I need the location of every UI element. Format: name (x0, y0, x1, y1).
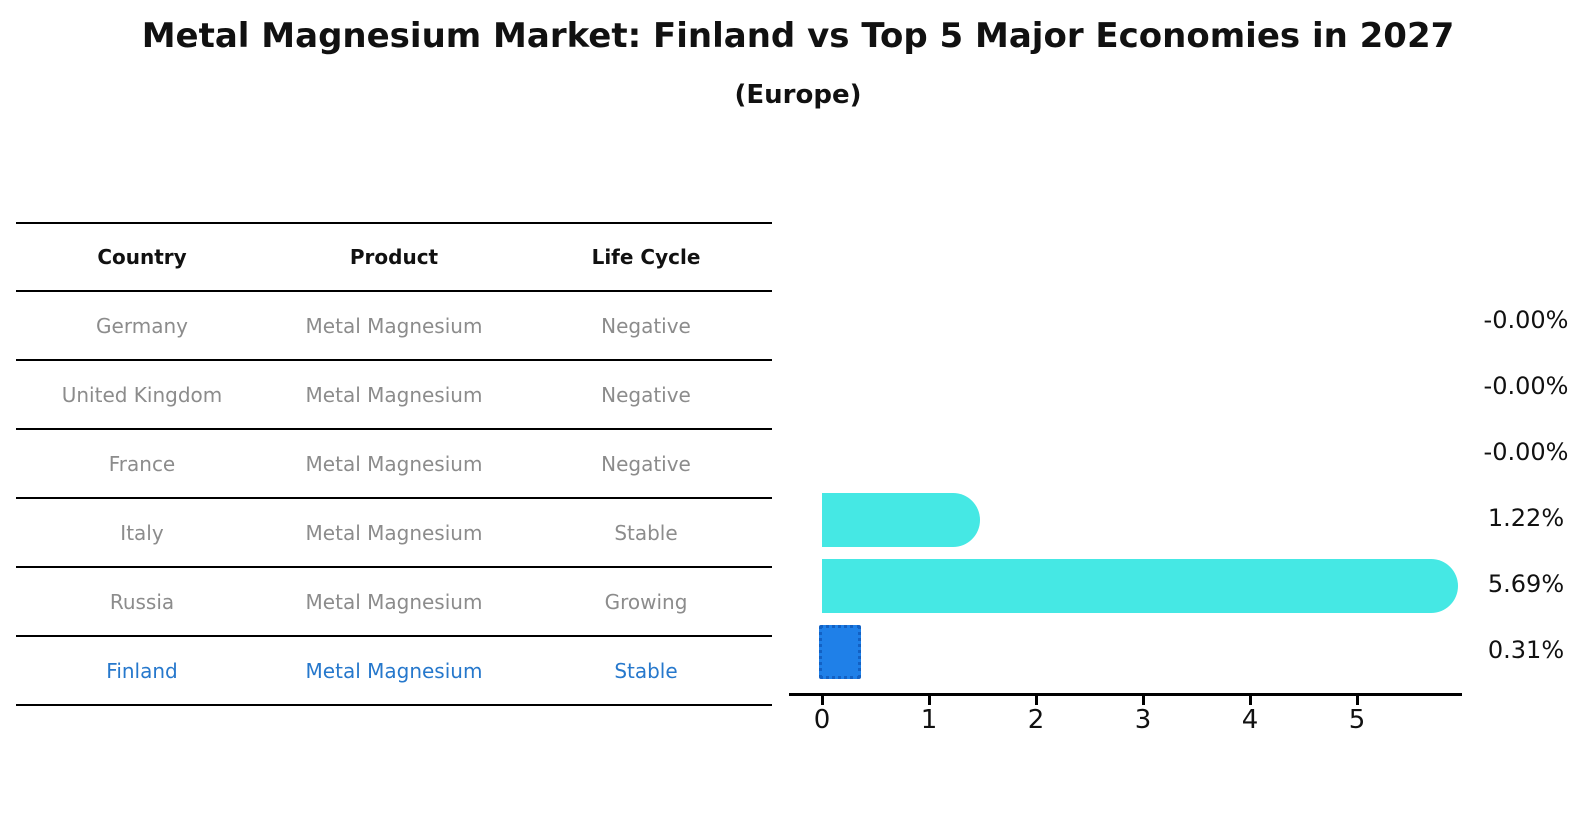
x-axis-tick-label: 1 (920, 705, 938, 735)
cell-country: Finland (106, 658, 178, 683)
x-axis-tick-label: 3 (1134, 705, 1152, 735)
cell-product: Metal Magnesium (305, 520, 483, 545)
x-axis-tick-label: 4 (1241, 705, 1259, 735)
value-label: 0.31% (1487, 636, 1565, 664)
value-label: -0.00% (1483, 438, 1569, 466)
bar-russia (822, 559, 1458, 613)
value-label: -0.00% (1483, 306, 1569, 334)
x-axis-tick (820, 696, 824, 705)
chart-subtitle: (Europe) (734, 80, 862, 110)
table-row: Italy Metal Magnesium Stable (16, 499, 772, 568)
table-row: Russia Metal Magnesium Growing (16, 568, 772, 637)
cell-product: Metal Magnesium (305, 382, 483, 407)
cell-product: Metal Magnesium (305, 658, 483, 683)
cell-country: Germany (96, 313, 188, 338)
x-axis-tick (1355, 696, 1359, 705)
cell-life-cycle: Stable (614, 520, 678, 545)
x-axis-tick (1141, 696, 1145, 705)
x-axis-tick-label: 2 (1027, 705, 1045, 735)
cell-life-cycle: Growing (604, 589, 688, 614)
x-axis-tick (927, 696, 931, 705)
x-axis-tick-label: 5 (1348, 705, 1366, 735)
cell-country: Italy (120, 520, 164, 545)
bar-italy (822, 493, 980, 547)
bar-finland (819, 625, 862, 679)
column-header-product: Product (349, 245, 439, 269)
table-row: France Metal Magnesium Negative (16, 430, 772, 499)
x-axis-line (789, 693, 1462, 696)
x-axis-tick (1034, 696, 1038, 705)
cell-product: Metal Magnesium (305, 313, 483, 338)
table-row: Finland Metal Magnesium Stable (16, 637, 772, 706)
cell-country: France (108, 451, 176, 476)
column-header-country: Country (97, 245, 187, 269)
cell-life-cycle: Negative (601, 382, 691, 407)
summary-table: Country Product Life Cycle Germany Metal… (16, 222, 772, 706)
cell-country: United Kingdom (61, 382, 223, 407)
table-header-row: Country Product Life Cycle (16, 224, 772, 292)
column-header-life-cycle: Life Cycle (591, 245, 701, 269)
value-label: 5.69% (1487, 570, 1565, 598)
cell-product: Metal Magnesium (305, 451, 483, 476)
cell-country: Russia (109, 589, 175, 614)
cell-life-cycle: Negative (601, 451, 691, 476)
cell-life-cycle: Negative (601, 313, 691, 338)
x-axis-tick (1248, 696, 1252, 705)
value-label: -0.00% (1483, 372, 1569, 400)
cell-product: Metal Magnesium (305, 589, 483, 614)
chart-title: Metal Magnesium Market: Finland vs Top 5… (141, 16, 1455, 56)
x-axis-tick-label: 0 (813, 705, 831, 735)
cell-life-cycle: Stable (614, 658, 678, 683)
table-row: United Kingdom Metal Magnesium Negative (16, 361, 772, 430)
table-row: Germany Metal Magnesium Negative (16, 292, 772, 361)
value-label: 1.22% (1487, 504, 1565, 532)
